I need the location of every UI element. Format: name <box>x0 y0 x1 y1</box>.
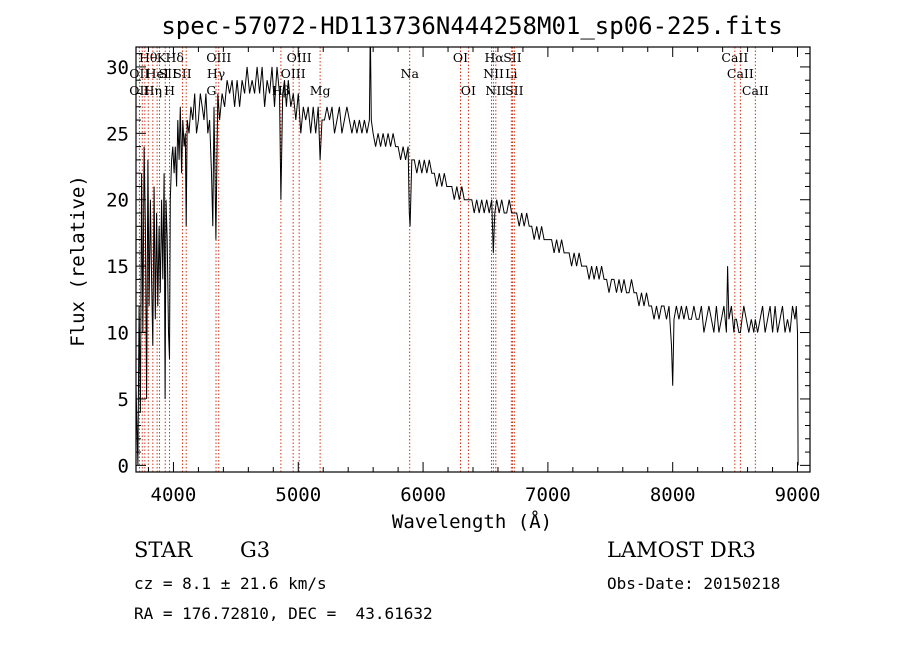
chart-title: spec-57072-HD113736N444258M01_sp06-225.f… <box>161 12 782 40</box>
line-label: Mg <box>310 83 331 98</box>
line-label: Hδ <box>165 50 183 65</box>
y-tick-label: 20 <box>106 190 129 212</box>
y-axis-label: Flux (relative) <box>67 175 89 347</box>
line-label: Hη <box>144 83 162 98</box>
x-axis-label: Wavelength (Å) <box>392 510 552 533</box>
line-label: HeI <box>146 66 169 81</box>
line-label: Hθ <box>139 50 157 65</box>
y-tick-label: 30 <box>106 57 129 79</box>
x-tick-label: 5000 <box>275 484 321 506</box>
line-label: Li <box>505 66 517 81</box>
line-label: SII <box>505 83 524 98</box>
plot-frame <box>135 46 811 473</box>
line-label: NII <box>485 83 506 98</box>
line-label: OIII <box>281 66 306 81</box>
line-label: Hγ <box>207 66 225 81</box>
x-tick-label: 4000 <box>151 484 197 506</box>
line-label: SII <box>173 66 192 81</box>
cz-velocity: cz = 8.1 ± 21.6 km/s <box>134 574 327 593</box>
line-label: OII <box>129 66 149 81</box>
survey-name: LAMOST DR3 <box>607 538 756 562</box>
line-label: G <box>206 83 216 98</box>
line-label: OII <box>129 83 149 98</box>
object-type: STAR <box>134 538 193 562</box>
x-tick-label: 6000 <box>400 484 446 506</box>
x-tick-label: 7000 <box>525 484 571 506</box>
x-tick-label: 8000 <box>650 484 696 506</box>
spectrum-line <box>136 47 799 466</box>
spectrum-series <box>136 47 799 466</box>
line-label: CaII <box>742 83 769 98</box>
line-label: OI <box>461 83 476 98</box>
line-label: NII <box>483 66 504 81</box>
line-label: OI <box>453 50 468 65</box>
y-tick-label: 15 <box>106 256 129 278</box>
line-label: CaII <box>721 50 748 65</box>
y-tick-label: 10 <box>106 323 129 345</box>
line-label: K <box>157 50 167 65</box>
y-tick-label: 5 <box>118 389 129 411</box>
object-subclass: G3 <box>240 538 271 562</box>
y-tick-label: 25 <box>106 123 129 145</box>
line-label: Hα <box>485 50 505 65</box>
line-label: Na <box>401 66 420 81</box>
spectral-line-markers <box>138 47 756 472</box>
x-tick-label: 9000 <box>775 484 821 506</box>
line-label: OIII <box>287 50 312 65</box>
line-label: H <box>164 83 175 98</box>
line-label: OIII <box>206 50 231 65</box>
y-axis-ticks: 0 5 10 15 20 25 30 <box>106 53 810 477</box>
line-label: SII <box>159 66 178 81</box>
observation-date: Obs-Date: 20150218 <box>607 574 781 593</box>
x-axis-ticks: 4000 5000 6000 7000 8000 9000 <box>147 47 821 506</box>
line-label: SII <box>503 50 522 65</box>
coordinates: RA = 176.72810, DEC = 43.61632 <box>134 604 433 623</box>
line-label: CaII <box>727 66 754 81</box>
y-tick-label: 0 <box>118 455 129 477</box>
